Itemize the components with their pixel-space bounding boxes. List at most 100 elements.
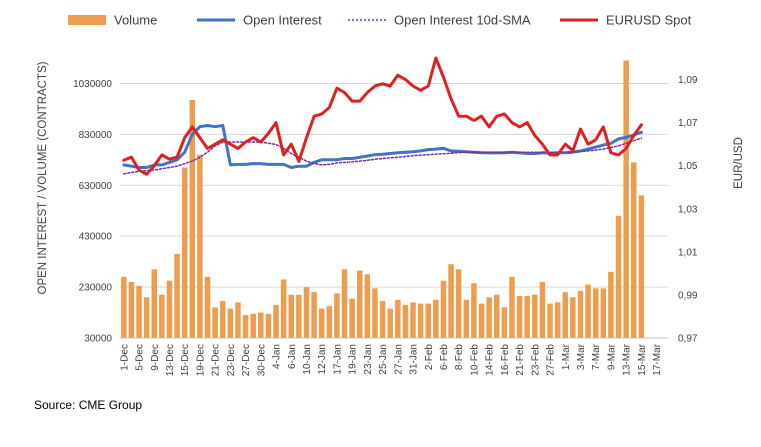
volume-bar <box>471 283 477 338</box>
volume-bar <box>623 60 629 338</box>
volume-bar <box>212 307 218 338</box>
volume-bar <box>600 288 607 338</box>
volume-bar <box>486 297 492 338</box>
x-tick-label: 8-Feb <box>454 344 465 371</box>
legend-label: Open Interest <box>243 13 322 28</box>
volume-bar <box>395 299 401 338</box>
legend-label: Open Interest 10d-SMA <box>394 13 531 28</box>
volume-bar <box>174 254 180 338</box>
volume-bar <box>592 288 599 338</box>
y-tick-label-left: 1030000 <box>73 79 112 90</box>
volume-bar <box>387 308 393 338</box>
x-tick-label: 21-Feb <box>515 344 526 376</box>
volume-bar <box>250 313 256 338</box>
x-tick-label: 23-Feb <box>530 344 541 376</box>
x-tick-label: 16-Feb <box>500 344 511 376</box>
volume-bar <box>288 294 294 338</box>
y-tick-label-left: 30000 <box>84 334 112 345</box>
volume-bar <box>121 276 127 338</box>
x-tick-label: 9-Mar <box>606 343 617 370</box>
y-tick-label-right: 1,03 <box>678 204 698 215</box>
volume-bar <box>372 288 378 338</box>
x-tick-label: 27-Jan <box>393 344 404 375</box>
y-tick-label-right: 0,97 <box>678 334 698 345</box>
volume-bar <box>220 301 226 338</box>
x-tick-label: 4-Jan <box>272 344 283 369</box>
volume-bar <box>235 302 241 338</box>
x-tick-label: 31-Jan <box>409 344 420 375</box>
x-tick-label: 13-Mar <box>622 343 633 375</box>
y-tick-label-left: 830000 <box>79 130 113 141</box>
source-note: Source: CME Group <box>34 398 143 412</box>
legend-label: Volume <box>114 13 157 28</box>
y-tick-label-left: 230000 <box>79 283 113 294</box>
volume-bar <box>402 304 409 338</box>
y-tick-label-right: 1,01 <box>678 247 698 258</box>
y-tick-label-right: 1,09 <box>678 75 698 86</box>
volume-bar <box>189 100 196 338</box>
legend-layer: Volume Open Interest Open Interest 10d-SMA… <box>68 13 692 28</box>
volume-bar <box>143 297 150 338</box>
x-tick-label: 25-Jan <box>378 344 389 375</box>
volume-bar <box>433 299 439 338</box>
volume-bar <box>554 302 561 338</box>
volume-bar <box>410 302 416 338</box>
volume-bar <box>166 280 173 338</box>
volume-bar <box>570 297 576 338</box>
x-tick-label: 1-Dec <box>119 344 130 371</box>
volume-bar <box>516 296 523 338</box>
volume-bar <box>577 290 584 338</box>
y-tick-label-right: 1,05 <box>678 161 698 172</box>
y-tick-label-right: 0,99 <box>678 290 698 301</box>
volume-bar <box>631 162 637 338</box>
volume-bar <box>532 294 538 338</box>
volume-bar <box>341 269 348 338</box>
x-tick-label: 1-Mar <box>561 343 572 370</box>
volume-bar <box>197 154 203 338</box>
volume-bar <box>501 307 508 338</box>
volume-bar <box>242 315 249 338</box>
volume-bar <box>151 269 157 338</box>
x-tick-label: 23-Jan <box>363 344 374 375</box>
volume-bar <box>448 264 454 338</box>
volume-bar <box>562 292 568 338</box>
volume-bar <box>478 303 485 338</box>
volume-bar <box>181 167 188 338</box>
lines-layer <box>122 56 643 176</box>
x-tick-label: 27-Feb <box>546 344 557 376</box>
x-tick-label: 10-Feb <box>469 344 480 376</box>
x-tick-label: 10-Jan <box>302 344 313 375</box>
volume-bar <box>608 271 614 338</box>
volume-bar <box>128 282 135 338</box>
volume-bar <box>326 306 333 338</box>
x-tick-label: 3-Mar <box>576 343 587 370</box>
volume-bar <box>334 293 340 338</box>
volume-bar <box>136 285 142 338</box>
x-tick-label: 15-Dec <box>180 344 191 376</box>
volume-bar <box>159 294 165 338</box>
x-tick-label: 9-Dec <box>150 344 161 371</box>
volume-bar <box>440 280 447 338</box>
volume-bar <box>463 299 470 338</box>
volume-bar <box>303 287 310 338</box>
x-tick-label: 27-Dec <box>241 344 252 376</box>
volume-bar <box>265 313 272 338</box>
x-tick-label: 6-Jan <box>287 344 298 369</box>
volume-bar <box>417 303 424 338</box>
legend-label: EURUSD Spot <box>606 13 692 28</box>
y-tick-label-right: 1,07 <box>678 118 698 129</box>
x-tick-label: 23-Dec <box>226 344 237 376</box>
y-axis-title-right: EUR/USD <box>733 137 745 189</box>
volume-bar <box>357 270 363 338</box>
x-tick-label: 21-Dec <box>211 344 222 376</box>
y-tick-label-left: 430000 <box>79 232 113 243</box>
volume-bar <box>204 276 211 338</box>
volume-bar <box>455 269 462 338</box>
volume-bar <box>425 303 431 338</box>
volume-bar <box>494 294 500 338</box>
volume-bar <box>280 279 287 338</box>
volume-bar <box>539 282 546 338</box>
volume-bar <box>509 276 515 338</box>
volume-bar <box>227 308 234 338</box>
volume-bar <box>638 195 645 338</box>
